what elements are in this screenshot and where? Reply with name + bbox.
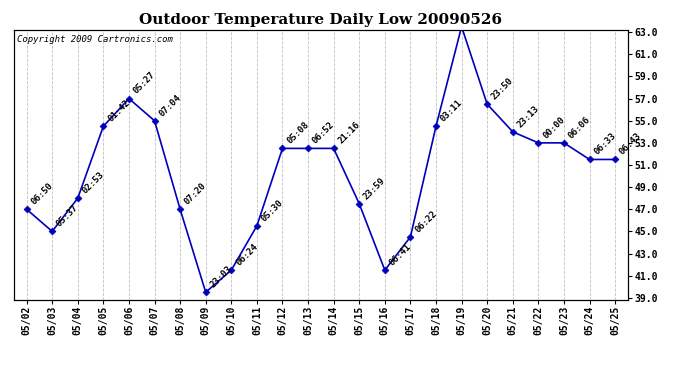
Text: 05:30: 05:30 xyxy=(259,198,285,223)
Text: 06:06: 06:06 xyxy=(566,115,592,140)
Text: 06:43: 06:43 xyxy=(618,131,643,157)
Text: Copyright 2009 Cartronics.com: Copyright 2009 Cartronics.com xyxy=(17,35,172,44)
Text: 21:16: 21:16 xyxy=(337,120,362,146)
Text: 07:04: 07:04 xyxy=(157,93,183,118)
Text: 06:41: 06:41 xyxy=(388,242,413,267)
Text: 06:52: 06:52 xyxy=(310,120,336,146)
Text: 00:00: 00:00 xyxy=(541,115,566,140)
Text: 05:08: 05:08 xyxy=(285,120,310,146)
Text: 23:13: 23:13 xyxy=(515,104,541,129)
Text: 06:50: 06:50 xyxy=(30,181,55,207)
Text: 02:53: 02:53 xyxy=(81,170,106,195)
Text: 06:33: 06:33 xyxy=(592,131,618,157)
Text: 03:11: 03:11 xyxy=(439,98,464,123)
Text: 05:27: 05:27 xyxy=(132,70,157,96)
Text: 07:20: 07:20 xyxy=(183,181,208,207)
Text: 06:24: 06:24 xyxy=(234,242,259,267)
Text: 06:22: 06:22 xyxy=(413,209,439,234)
Text: 05:37: 05:37 xyxy=(55,203,80,229)
Text: 06:47: 06:47 xyxy=(0,374,1,375)
Text: 23:03: 23:03 xyxy=(208,264,234,290)
Text: 23:59: 23:59 xyxy=(362,176,387,201)
Text: 01:42: 01:42 xyxy=(106,98,132,123)
Text: 23:50: 23:50 xyxy=(490,76,515,101)
Title: Outdoor Temperature Daily Low 20090526: Outdoor Temperature Daily Low 20090526 xyxy=(139,13,502,27)
